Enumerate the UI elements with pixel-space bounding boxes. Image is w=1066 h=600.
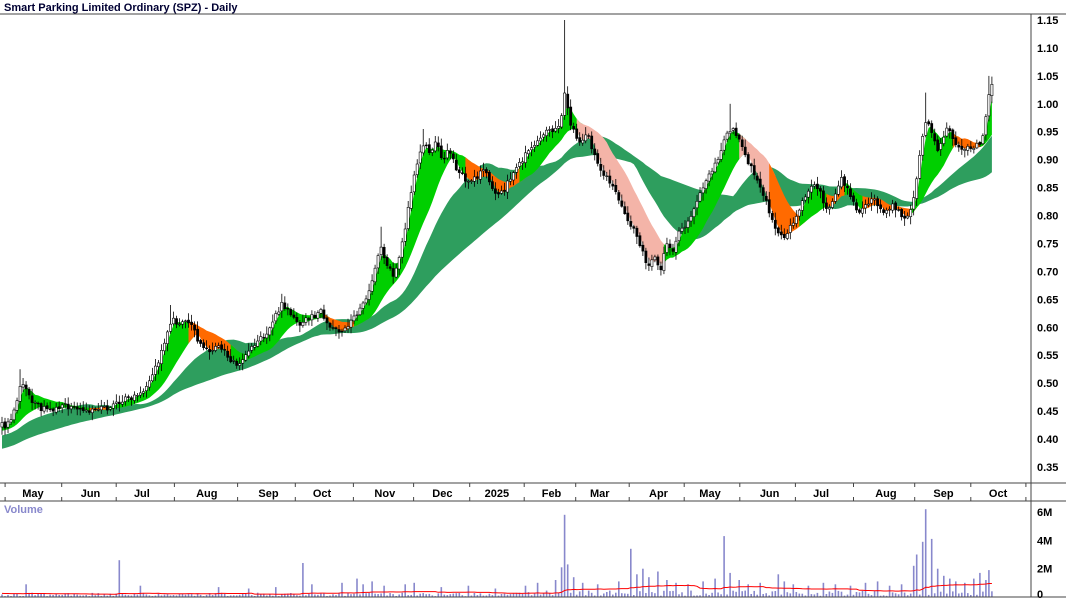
svg-text:0.95: 0.95 [1037, 127, 1058, 139]
svg-text:Oct: Oct [989, 488, 1008, 500]
svg-text:0.85: 0.85 [1037, 183, 1058, 195]
svg-text:Apr: Apr [649, 488, 669, 500]
svg-text:0: 0 [1037, 589, 1043, 600]
svg-text:Sep: Sep [258, 488, 278, 500]
svg-text:0.70: 0.70 [1037, 266, 1058, 278]
svg-text:Sep: Sep [933, 488, 953, 500]
pane-borders [0, 13, 1066, 598]
svg-text:2025: 2025 [485, 488, 509, 500]
svg-text:1.10: 1.10 [1037, 43, 1058, 55]
svg-text:0.60: 0.60 [1037, 322, 1058, 334]
svg-text:0.40: 0.40 [1037, 434, 1058, 446]
month-axis: May Jun Jul Aug Sep Oct Nov Dec 2025 Feb Mar Apr May… [4, 483, 1027, 501]
volume-bars [1, 509, 993, 598]
svg-text:0.55: 0.55 [1037, 350, 1058, 362]
svg-text:0.45: 0.45 [1037, 406, 1058, 418]
candlesticks [0, 20, 994, 436]
volume-pane-label: Volume [4, 504, 43, 516]
svg-text:0.50: 0.50 [1037, 378, 1058, 390]
svg-text:Aug: Aug [196, 488, 217, 500]
svg-text:2M: 2M [1037, 564, 1052, 576]
svg-text:Jul: Jul [813, 488, 829, 500]
svg-text:Nov: Nov [374, 488, 396, 500]
svg-text:0.35: 0.35 [1037, 462, 1058, 474]
volume-axis-labels: 6M 4M 2M 0 [1037, 507, 1052, 600]
svg-text:1.15: 1.15 [1037, 15, 1058, 27]
svg-text:Aug: Aug [875, 488, 896, 500]
svg-text:Dec: Dec [432, 488, 452, 500]
chart-title: Smart Parking Limited Ordinary (SPZ) - D… [4, 2, 238, 14]
svg-text:Oct: Oct [313, 488, 332, 500]
svg-text:Feb: Feb [542, 488, 562, 500]
long-ma-ribbon [2, 135, 992, 449]
svg-text:1.00: 1.00 [1037, 99, 1058, 111]
svg-text:May: May [22, 488, 44, 500]
svg-text:Mar: Mar [590, 488, 610, 500]
svg-text:1.05: 1.05 [1037, 71, 1058, 83]
svg-text:0.90: 0.90 [1037, 155, 1058, 167]
volume-ma-line [1, 583, 992, 595]
svg-text:Jun: Jun [81, 488, 101, 500]
svg-text:0.75: 0.75 [1037, 239, 1058, 251]
svg-text:0.65: 0.65 [1037, 294, 1058, 306]
svg-text:May: May [699, 488, 721, 500]
svg-text:0.80: 0.80 [1037, 211, 1058, 223]
svg-text:4M: 4M [1037, 535, 1052, 547]
svg-text:6M: 6M [1037, 507, 1052, 519]
price-axis-labels: 1.15 1.10 1.05 1.00 0.95 0.90 0.85 0.80 0.75 0.70… [1037, 15, 1058, 474]
svg-text:Jun: Jun [760, 488, 780, 500]
svg-text:Jul: Jul [134, 488, 150, 500]
